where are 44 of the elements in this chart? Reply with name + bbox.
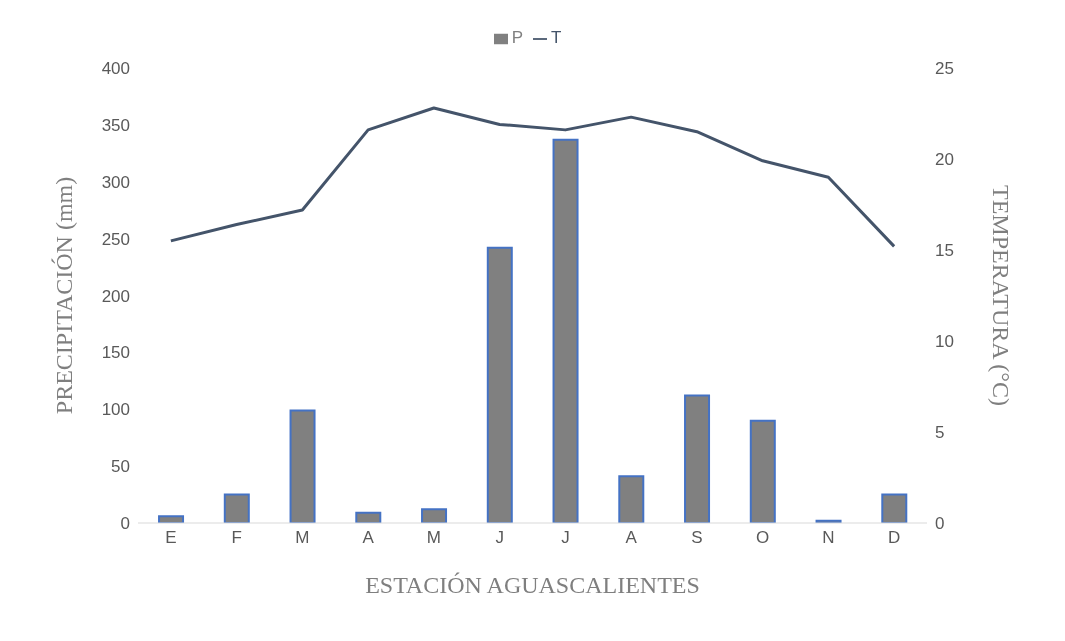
bar	[223, 493, 250, 523]
y-tick-label: 400	[101, 59, 130, 79]
bar	[486, 246, 513, 523]
x-tick-label: N	[822, 528, 835, 548]
bar	[158, 515, 185, 523]
y-tick-label: 50	[111, 457, 130, 477]
x-tick-label: M	[295, 528, 310, 548]
y-tick-label: 200	[101, 286, 130, 306]
bar	[684, 394, 711, 523]
bar	[289, 409, 316, 523]
x-tick-label: J	[495, 528, 504, 548]
x-tick-label: A	[625, 528, 638, 548]
y-tick-label: 350	[101, 115, 130, 135]
x-tick-label: J	[561, 528, 570, 548]
legend-label: T	[550, 28, 562, 47]
y2-tick-label: 10	[935, 332, 954, 352]
y-tick-label: 250	[101, 229, 130, 249]
y2-tick-label: 5	[935, 423, 945, 443]
y2-tick-label: 15	[935, 241, 954, 261]
bar	[355, 511, 382, 523]
y2-tick-label: 25	[935, 59, 954, 79]
bar	[881, 493, 908, 523]
x-tick-label: D	[887, 528, 901, 548]
x-tick-label: E	[165, 528, 177, 548]
y-tick-label: 0	[120, 514, 130, 534]
y-tick-label: 150	[101, 343, 130, 363]
y-tick-label: 100	[101, 400, 130, 420]
x-axis-title: ESTACIÓN AGUASCALIENTES	[365, 572, 700, 598]
y2-tick-label: 20	[935, 150, 954, 170]
y-axis-title: PRECIPITACIÓN (mm)	[50, 176, 77, 415]
x-tick-label: S	[691, 528, 703, 548]
bar	[618, 475, 645, 523]
x-tick-label: O	[756, 528, 770, 548]
legend-label: P	[511, 28, 523, 47]
y2-axis-title: TEMPERATURA (°C)	[988, 185, 1015, 406]
bar	[749, 419, 776, 523]
x-tick-label: F	[231, 528, 242, 548]
line-series	[169, 106, 896, 248]
x-tick-label: M	[426, 528, 441, 548]
x-tick-label: A	[362, 528, 375, 548]
bar	[552, 138, 579, 523]
y2-tick-label: 0	[935, 514, 945, 534]
y-tick-label: 300	[101, 172, 130, 192]
bar	[421, 508, 448, 523]
